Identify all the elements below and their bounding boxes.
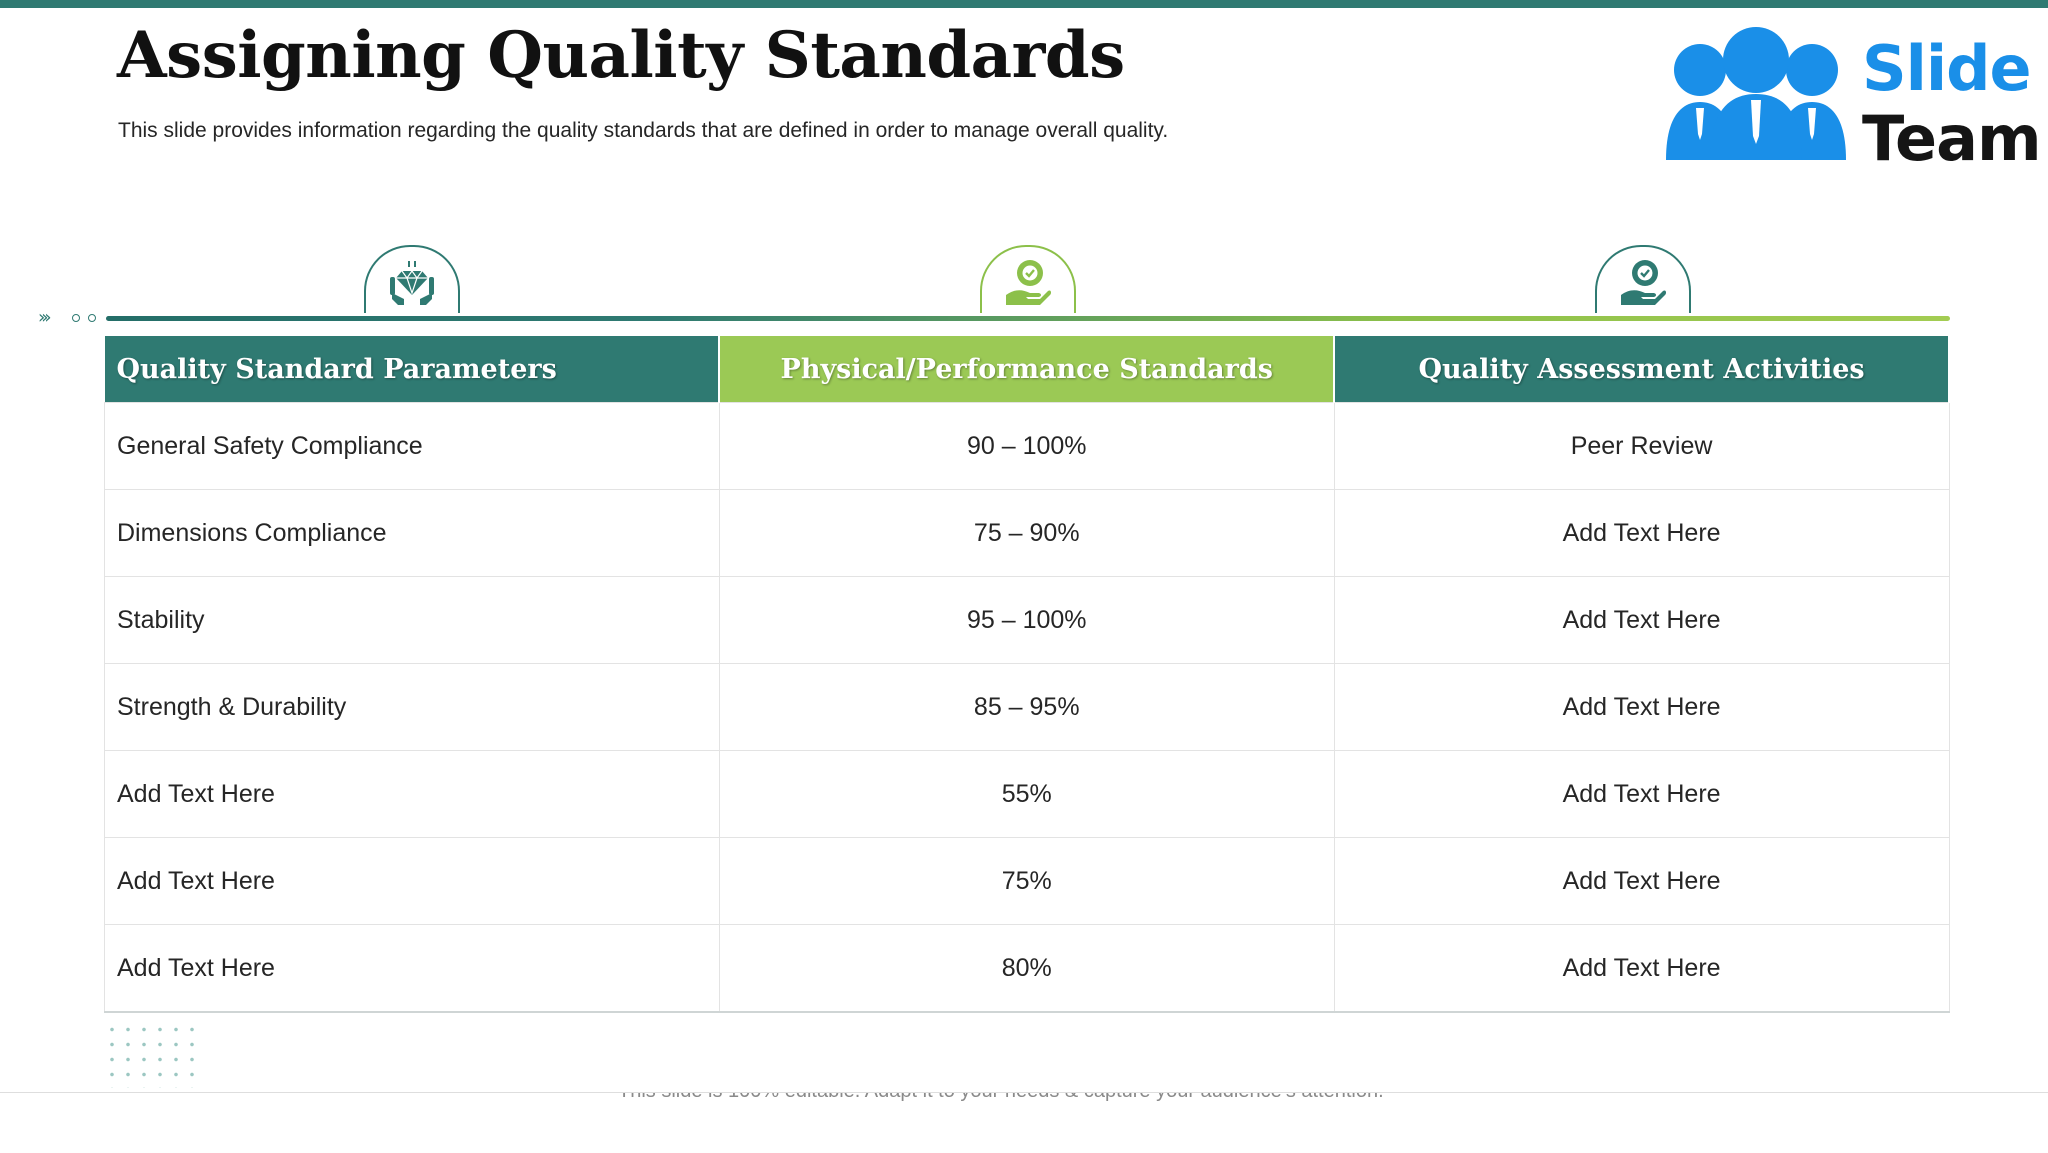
top-accent-bar bbox=[0, 0, 2048, 8]
table-row: Add Text Here 55% Add Text Here bbox=[104, 750, 1950, 838]
column-icon-badge-activities bbox=[1595, 245, 1691, 313]
table-row: Dimensions Compliance 75 – 90% Add Text … bbox=[104, 489, 1950, 577]
quality-standards-table: Quality Standard Parameters Physical/Per… bbox=[104, 336, 1950, 1013]
standard-cell: 75% bbox=[718, 837, 1335, 925]
hand-badge-icon bbox=[1006, 260, 1052, 305]
header-quality-assessment-activities: Quality Assessment Activities bbox=[1334, 336, 1950, 403]
slide-subtitle: This slide provides information regardin… bbox=[118, 119, 1169, 142]
timeline-line bbox=[106, 316, 1950, 321]
standard-cell: 75 – 90% bbox=[718, 489, 1335, 577]
column-icon-badge-standards bbox=[980, 245, 1076, 313]
logo-text-team: Team bbox=[1862, 102, 2042, 175]
activity-cell: Add Text Here bbox=[1333, 924, 1950, 1013]
parameter-cell: General Safety Compliance bbox=[104, 402, 720, 490]
parameter-cell: Add Text Here bbox=[104, 924, 720, 1013]
standard-cell: 95 – 100% bbox=[718, 576, 1335, 664]
logo-text-slide: Slide bbox=[1862, 32, 2032, 105]
timeline-dot bbox=[88, 314, 96, 322]
footer-note: This slide is 100% editable. Adapt it to… bbox=[618, 1093, 1384, 1103]
parameter-cell: Add Text Here bbox=[104, 837, 720, 925]
table-row: Add Text Here 80% Add Text Here bbox=[104, 924, 1950, 1013]
parameter-cell: Dimensions Compliance bbox=[104, 489, 720, 577]
header-physical-performance-standards: Physical/Performance Standards bbox=[719, 336, 1336, 403]
hand-badge-icon bbox=[1621, 260, 1667, 305]
table-header-row: Quality Standard Parameters Physical/Per… bbox=[104, 336, 1950, 403]
activity-cell: Add Text Here bbox=[1333, 576, 1950, 664]
activity-cell: Add Text Here bbox=[1333, 489, 1950, 577]
footer-bar: This slide is 100% editable. Adapt it to… bbox=[0, 1092, 2048, 1153]
people-group-icon bbox=[1666, 27, 1846, 160]
table-row: Strength & Durability 85 – 95% Add Text … bbox=[104, 663, 1950, 751]
table-row: General Safety Compliance 90 – 100% Peer… bbox=[104, 402, 1950, 490]
parameter-cell: Add Text Here bbox=[104, 750, 720, 838]
table-row: Add Text Here 75% Add Text Here bbox=[104, 837, 1950, 925]
slide-title: Assigning Quality Standards bbox=[117, 18, 1125, 93]
parameter-cell: Strength & Durability bbox=[104, 663, 720, 751]
hands-diamond-icon bbox=[390, 261, 434, 305]
standard-cell: 90 – 100% bbox=[718, 402, 1335, 490]
timeline-dot bbox=[72, 314, 80, 322]
activity-cell: Add Text Here bbox=[1333, 837, 1950, 925]
activity-cell: Add Text Here bbox=[1333, 663, 1950, 751]
dot-grid-decoration bbox=[104, 1022, 194, 1088]
activity-cell: Peer Review bbox=[1333, 402, 1950, 490]
column-icon-badge-parameters bbox=[364, 245, 460, 313]
chevrons-decoration: ››› bbox=[38, 307, 51, 328]
activity-cell: Add Text Here bbox=[1333, 750, 1950, 838]
standard-cell: 80% bbox=[718, 924, 1335, 1013]
standard-cell: 85 – 95% bbox=[718, 663, 1335, 751]
slideteam-logo: Slide Team bbox=[1660, 24, 2042, 175]
parameter-cell: Stability bbox=[104, 576, 720, 664]
table-row: Stability 95 – 100% Add Text Here bbox=[104, 576, 1950, 664]
header-quality-standard-parameters: Quality Standard Parameters bbox=[104, 336, 721, 403]
standard-cell: 55% bbox=[718, 750, 1335, 838]
